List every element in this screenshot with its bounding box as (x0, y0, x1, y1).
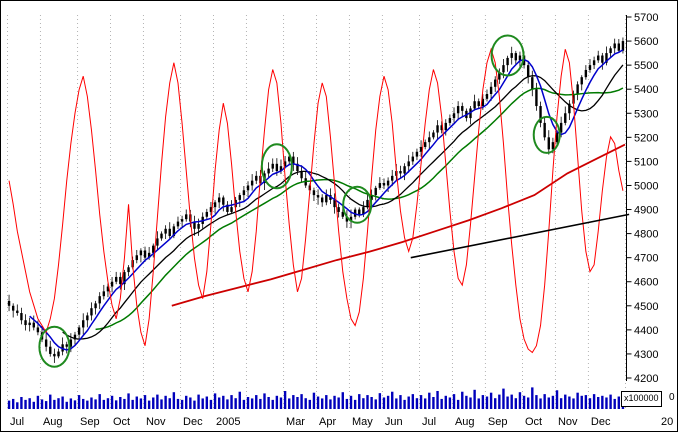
y-axis-tick-label: 4300 (634, 349, 658, 361)
x-axis-tick-label: Oct (525, 416, 542, 428)
x-axis-tick-label: Jun (385, 416, 403, 428)
x-axis-tick-label: Dec (183, 416, 203, 428)
y-axis-tick-label: 4700 (634, 253, 658, 265)
y-axis-tick-label: 5400 (634, 84, 658, 96)
x-axis-tick-label: Sep (488, 416, 508, 428)
x-axis-tick-label: Oct (113, 416, 130, 428)
annotation-circle (260, 143, 293, 190)
volume-multiplier-label: x100000 (621, 391, 662, 407)
y-axis-tick-label: 4600 (634, 277, 658, 289)
annotation-circle (490, 34, 525, 77)
x-axis-tick-label: Jul (10, 416, 24, 428)
oscillator-line (8, 47, 624, 354)
time-axis: Jul Aug Sep Oct Nov Dec 2005 Mar Apr May Jun Jul Aug… (10, 416, 673, 428)
x-axis-tick-label: Jul (422, 416, 436, 428)
ma-slow-green-line (95, 87, 624, 331)
x-axis-tick-label: 2005 (216, 416, 240, 428)
volume-multiplier-text: x100000 (624, 393, 659, 403)
y-axis-tick-label: 4800 (634, 229, 658, 241)
annotation-circle (38, 325, 71, 368)
y-axis-tick-label: 4200 (634, 373, 658, 385)
month-gridlines (7, 15, 626, 409)
x-axis-tick-label: Apr (319, 416, 336, 428)
y-axis-tick-label: 4400 (634, 325, 658, 337)
x-axis-tick-label: May (352, 416, 373, 428)
y-axis-tick-label: 5200 (634, 132, 658, 144)
y-axis-tick-label: 5700 (634, 12, 658, 24)
volume-bars (7, 387, 625, 409)
y-axis-tick-label: 5600 (634, 36, 658, 48)
x-axis-tick-label: Aug (455, 416, 475, 428)
x-axis-tick-label: Aug (43, 416, 63, 428)
y-axis-tick-label: 4900 (634, 205, 658, 217)
ma-mid-black-line (62, 64, 624, 340)
y-axis-tick-label: 5000 (634, 180, 658, 192)
x-axis-tick-label: Nov (558, 416, 578, 428)
support-trendline (410, 213, 630, 259)
y-axis-tick-label: 5500 (634, 60, 658, 72)
y-axis-tick-label: 5300 (634, 108, 658, 120)
x-axis-tick-label: Mar (286, 416, 305, 428)
x-axis-tick-label: 20 (661, 416, 673, 428)
annotation-circle (532, 115, 561, 154)
y-axis-tick-label: 4500 (634, 301, 658, 313)
annotation-circles (38, 34, 561, 368)
y-axis-tick-label: 5100 (634, 156, 658, 168)
ma-long-red-line (171, 143, 626, 307)
volume-zero-label: 0 (669, 392, 675, 403)
x-axis-tick-label: Sep (80, 416, 100, 428)
price-axis: 5700 5600 5500 5400 5300 5200 5100 5000 4900 4800… (626, 12, 658, 385)
candlesticks (7, 37, 625, 363)
x-axis-tick-label: Nov (146, 416, 166, 428)
x-axis-tick-label: Dec (591, 416, 611, 428)
annotation-circle (342, 185, 373, 224)
